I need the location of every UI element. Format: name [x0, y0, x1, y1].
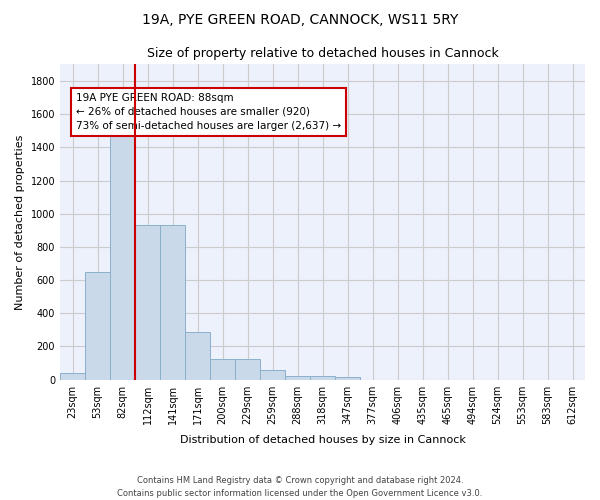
Bar [185, 332, 210, 380]
Bar [235, 359, 260, 380]
Bar [110, 135, 135, 380]
Bar [210, 359, 235, 380]
Bar [260, 370, 285, 380]
Bar [135, 224, 160, 380]
Bar [335, 377, 360, 380]
Bar [85, 272, 110, 380]
Text: 19A, PYE GREEN ROAD, CANNOCK, WS11 5RY: 19A, PYE GREEN ROAD, CANNOCK, WS11 5RY [142, 12, 458, 26]
Y-axis label: Number of detached properties: Number of detached properties [15, 134, 25, 310]
Title: Size of property relative to detached houses in Cannock: Size of property relative to detached ho… [146, 48, 499, 60]
Bar [60, 373, 85, 380]
X-axis label: Distribution of detached houses by size in Cannock: Distribution of detached houses by size … [179, 435, 466, 445]
Bar [285, 376, 310, 380]
Text: 19A PYE GREEN ROAD: 88sqm
← 26% of detached houses are smaller (920)
73% of semi: 19A PYE GREEN ROAD: 88sqm ← 26% of detac… [76, 93, 341, 131]
Text: Contains HM Land Registry data © Crown copyright and database right 2024.
Contai: Contains HM Land Registry data © Crown c… [118, 476, 482, 498]
Bar [310, 376, 335, 380]
Bar [160, 224, 185, 380]
